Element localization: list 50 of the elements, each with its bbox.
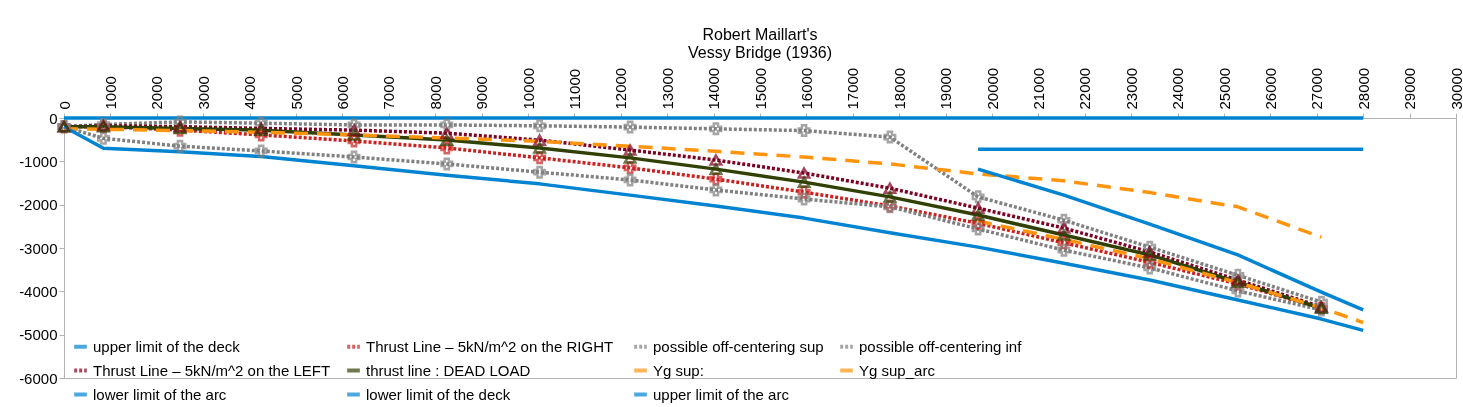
y-tick-label: -4000	[19, 282, 58, 300]
x-tick-label: 8000	[426, 76, 444, 110]
x-tick-label: 10000	[519, 67, 537, 110]
y-tick-label: -2000	[19, 196, 58, 214]
x-tick-label: 26000	[1261, 67, 1279, 110]
x-tick-label: 14000	[705, 67, 723, 110]
x-tick-label: 6000	[333, 76, 351, 110]
legend-label: Yg sup_arc	[859, 361, 936, 379]
x-tick-label: 28000	[1354, 67, 1372, 110]
legend-label: lower limit of the arc	[93, 385, 227, 403]
legend-label: upper limit of the deck	[93, 337, 241, 355]
x-tick-label: 2000	[148, 76, 166, 110]
y-tick-label: -5000	[19, 326, 58, 344]
x-tick-label: 7000	[380, 76, 398, 110]
y-tick-label: -6000	[19, 369, 58, 387]
y-tick-label: -3000	[19, 239, 58, 257]
x-tick-label: 17000	[844, 67, 862, 110]
x-tick-label: 23000	[1122, 67, 1140, 110]
x-tick-label: 27000	[1308, 67, 1326, 110]
x-tick-label: 3000	[194, 76, 212, 110]
x-tick-label: 11000	[565, 68, 583, 110]
x-tick-label: 13000	[658, 67, 676, 110]
x-tick-label: 21000	[1029, 67, 1047, 110]
x-tick-label: 4000	[241, 76, 259, 110]
legend-label: upper limit of the arc	[653, 385, 790, 403]
x-tick-label: 24000	[1169, 67, 1187, 110]
x-tick-label: 5000	[287, 76, 305, 110]
legend-label: Yg sup:	[653, 361, 704, 379]
x-tick-label: 0	[55, 101, 73, 110]
x-tick-label: 1000	[101, 76, 119, 110]
x-tick-label: 19000	[937, 67, 955, 110]
x-tick-label: 15000	[751, 67, 769, 110]
x-tick-label: 16000	[797, 67, 815, 110]
legend-label: possible off-centering inf	[859, 337, 1023, 355]
legend-label: lower limit of the deck	[366, 385, 511, 403]
x-tick-label: 29000	[1401, 67, 1419, 110]
x-tick-label: 30000	[1447, 67, 1463, 110]
x-tick-label: 18000	[890, 67, 908, 110]
x-tick-label: 20000	[983, 67, 1001, 110]
legend-label: Thrust Line – 5kN/m^2 on the LEFT	[93, 361, 331, 379]
y-tick-label: -1000	[19, 152, 58, 170]
legend-label: Thrust Line – 5kN/m^2 on the RIGHT	[366, 337, 614, 355]
legend-label: possible off-centering sup	[653, 337, 824, 355]
y-tick-label: 0	[49, 109, 58, 127]
legend-label: thrust line : DEAD LOAD	[366, 361, 531, 379]
chart-title: Robert Maillart's Vessy Bridge (1936)	[687, 26, 833, 62]
x-tick-label: 12000	[612, 67, 630, 110]
x-tick-label: 22000	[1076, 67, 1094, 110]
x-tick-label: 9000	[473, 76, 491, 110]
x-tick-label: 25000	[1215, 67, 1233, 110]
